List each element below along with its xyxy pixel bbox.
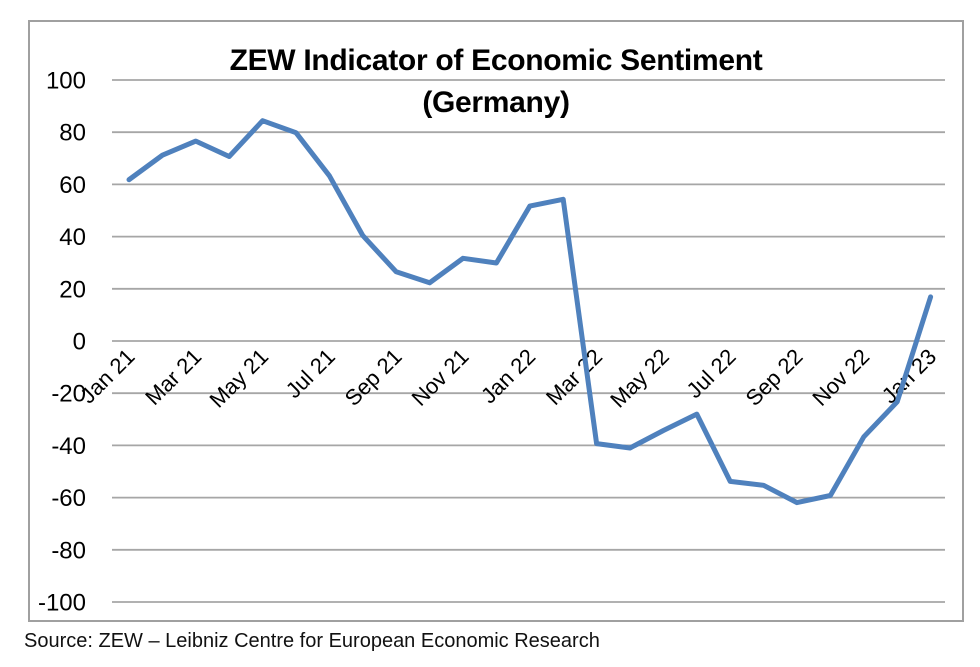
- x-axis-tick-label: Nov 22: [807, 344, 874, 411]
- x-axis-tick-label: May 21: [204, 344, 273, 413]
- x-axis-tick-label: Jan 23: [877, 344, 941, 408]
- y-axis-tick-label: -80: [51, 537, 86, 564]
- x-axis-tick-label: Mar 22: [541, 344, 607, 410]
- x-axis-tick-label: Mar 21: [140, 344, 206, 410]
- x-axis-tick-label: Sep 21: [340, 344, 407, 411]
- x-axis-tick-label: Nov 21: [407, 344, 474, 411]
- y-axis-tick-label: -100: [38, 590, 86, 617]
- y-axis-tick-label: 80: [59, 120, 86, 147]
- y-axis-tick-label: 60: [59, 172, 86, 199]
- sentiment-line-series: [126, 118, 934, 506]
- x-axis-tick-label: Sep 22: [741, 344, 808, 411]
- x-axis-tick-label: Jul 21: [281, 344, 340, 403]
- source-caption: Source: ZEW – Leibniz Centre for Europea…: [24, 630, 600, 652]
- y-axis-tick-label: -60: [51, 485, 86, 512]
- y-axis-tick-label: 40: [59, 224, 86, 251]
- chart-frame: -100 -80 -60 -40 -20 0 20 40 60 80 100 Jan 21 Mar 21…: [28, 20, 964, 622]
- y-axis-tick-label: 100: [46, 68, 86, 95]
- y-axis-tick-label: -20: [51, 381, 86, 408]
- y-axis-tick-label: -40: [51, 433, 86, 460]
- x-axis-tick-label: Jan 22: [476, 344, 540, 408]
- y-axis-tick-label: 0: [73, 329, 86, 356]
- x-axis-tick-label: May 22: [605, 344, 674, 413]
- y-axis-tick-label: 20: [59, 276, 86, 303]
- x-axis-tick-label: Jul 22: [682, 344, 741, 403]
